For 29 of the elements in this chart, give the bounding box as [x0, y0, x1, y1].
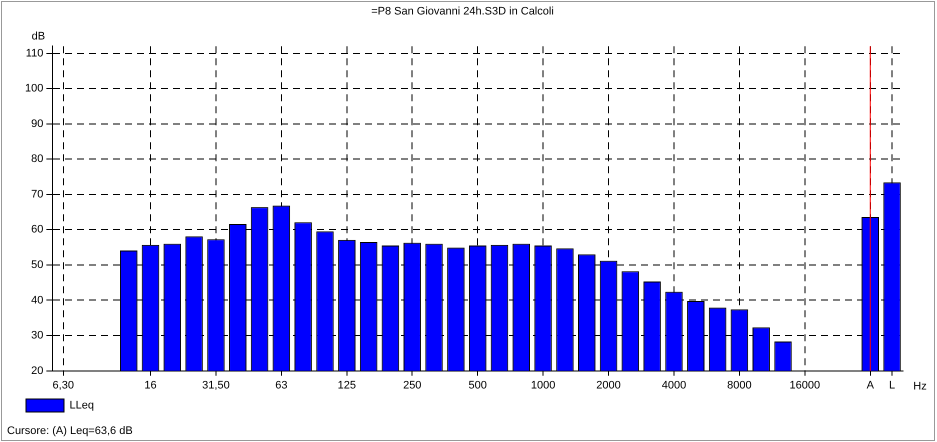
- x-tick-label: 63: [275, 379, 288, 392]
- y-tick-label: 30: [31, 330, 44, 342]
- x-tick-label: A: [866, 379, 875, 392]
- chart-title: =P8 San Giovanni 24h.S3D in Calcoli: [371, 6, 554, 18]
- x-tick-label: 500: [468, 379, 487, 392]
- x-tick-label: 8000: [727, 379, 752, 392]
- y-tick-label: 80: [31, 153, 44, 166]
- x-tick-label: 6,30: [52, 379, 74, 392]
- y-tick-label: 50: [31, 258, 44, 271]
- y-tick-label: 70: [31, 188, 44, 200]
- y-tick-label: 60: [31, 224, 44, 236]
- y-tick-label: 20: [31, 364, 44, 377]
- x-tick-label: 16: [144, 379, 157, 392]
- x-tick-label: L: [889, 379, 896, 392]
- y-tick-label: 110: [26, 47, 44, 60]
- x-tick-label: 1000: [530, 379, 556, 392]
- y-tick-label: 90: [31, 118, 44, 130]
- x-tick-label: 125: [338, 379, 356, 392]
- x-tick-label: 250: [403, 379, 422, 392]
- x-tick-label: 16000: [790, 379, 820, 392]
- y-tick-label: 100: [24, 82, 44, 95]
- legend-label: LLeq: [70, 400, 94, 412]
- x-tick-label: 31,50: [202, 379, 230, 392]
- y-tick-label: 40: [31, 294, 44, 306]
- x-axis-title: Hz: [913, 380, 927, 392]
- x-tick-label: 4000: [662, 379, 686, 392]
- y-axis-title: dB: [32, 30, 46, 43]
- x-tick-label: 2000: [596, 379, 621, 392]
- text: Cursore: (A) Leq=63,6 dB: [7, 425, 133, 437]
